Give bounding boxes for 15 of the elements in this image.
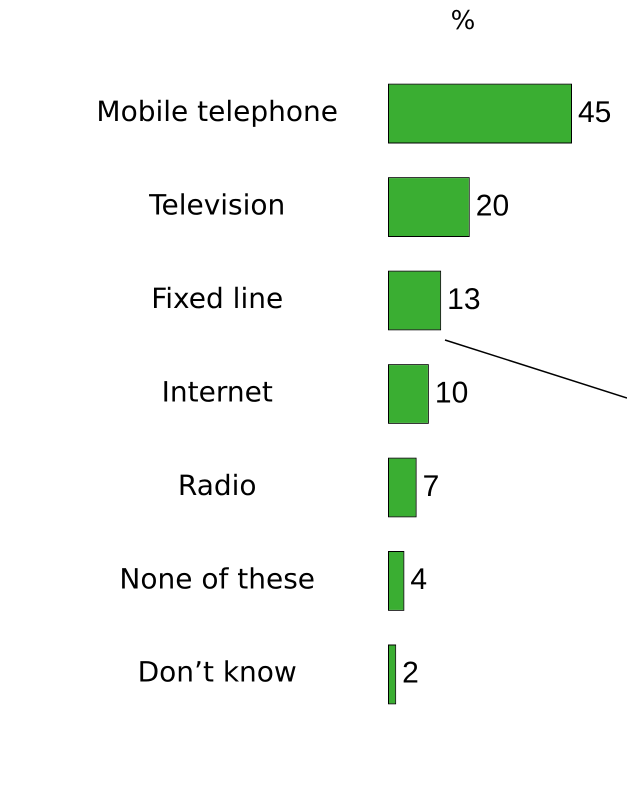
data-label: 10 xyxy=(434,376,468,410)
data-label: 13 xyxy=(447,282,481,316)
data-label: 2 xyxy=(402,656,419,690)
data-label: 4 xyxy=(410,563,428,596)
y-tick-label: Radio xyxy=(178,468,257,502)
y-tick-label: Fixed line xyxy=(151,282,284,315)
chart-title: % xyxy=(450,6,476,36)
y-tick-label: Don’t know xyxy=(138,656,297,689)
y-tick-label: None of these xyxy=(119,562,316,596)
y-tick-label: Television xyxy=(148,188,286,222)
data-label: 20 xyxy=(476,189,510,222)
y-tick-label: Mobile telephone xyxy=(96,94,338,128)
y-tick-label: Internet xyxy=(162,375,273,408)
data-label: 45 xyxy=(578,96,612,129)
data-label: 7 xyxy=(422,470,440,503)
